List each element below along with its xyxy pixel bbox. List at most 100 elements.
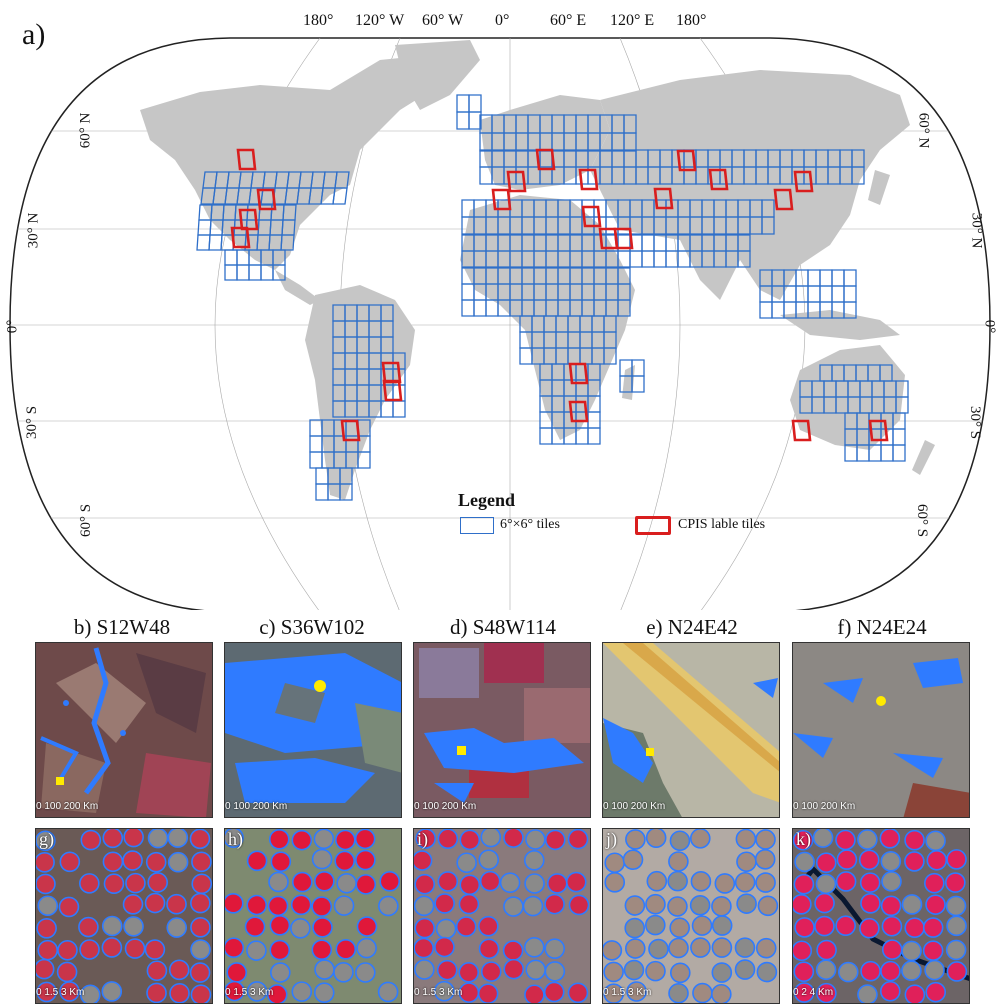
center-pivot-circle — [124, 938, 146, 959]
cpis-label-tile — [708, 168, 729, 191]
legend-blue-label: 6°×6° tiles — [500, 517, 560, 532]
center-pivot-circle — [645, 829, 667, 849]
cpis-label-tiles — [230, 148, 889, 442]
center-pivot-circle — [793, 940, 813, 962]
center-pivot-circle — [267, 895, 289, 917]
center-pivot-circle — [925, 981, 947, 1003]
cpis-label-tile — [236, 148, 257, 171]
cpis-label-tile — [676, 149, 697, 172]
grid-tile — [272, 264, 286, 281]
scale-bar-j: 0 1.5 3 Km — [603, 987, 652, 998]
center-pivot-circle — [568, 894, 590, 916]
center-pivot-circle — [544, 961, 566, 982]
center-pivot-circle — [904, 984, 926, 1003]
grid-tile — [617, 299, 631, 317]
grid-tile — [851, 166, 865, 185]
center-pivot-circle — [290, 894, 312, 916]
center-pivot-circle — [377, 981, 399, 1003]
center-pivot-circle — [269, 915, 291, 936]
scale-bar-c: 0 100 200 Km — [225, 801, 288, 812]
center-pivot-circle — [145, 851, 167, 873]
center-pivot-circle — [246, 894, 268, 916]
center-pivot-circle — [226, 962, 248, 983]
center-pivot-circle — [523, 850, 545, 871]
center-pivot-circle — [225, 893, 244, 914]
tile-image-d: 0 100 200 Km — [413, 642, 591, 818]
center-pivot-circle — [625, 829, 646, 850]
center-pivot-circle — [603, 940, 623, 961]
center-pivot-circle — [926, 849, 948, 871]
center-pivot-circle — [36, 852, 55, 873]
center-pivot-circle — [101, 915, 123, 937]
scale-bar-i: 0 1.5 3 Km — [414, 987, 463, 998]
center-pivot-circle — [755, 937, 777, 959]
lat-left-0: 0° — [4, 319, 21, 334]
lon-label-0: 0° — [495, 12, 510, 29]
lon-label-60w: 60° W — [422, 12, 464, 29]
center-pivot-circle — [837, 961, 859, 983]
center-pivot-circle — [859, 917, 880, 939]
tile-title-b: b) S12W48 — [73, 615, 171, 639]
center-pivot-circle — [502, 940, 524, 961]
center-pivot-circle — [567, 982, 589, 1003]
center-pivot-circle — [189, 829, 211, 850]
center-pivot-circle — [904, 851, 925, 872]
center-pivot-circle — [734, 871, 756, 893]
center-pivot-circle — [477, 983, 499, 1003]
center-pivot-circle — [757, 895, 779, 917]
center-pivot-circle — [414, 873, 436, 895]
cpis-label-tile — [868, 419, 889, 442]
center-pivot-circle — [793, 829, 814, 851]
center-pivot-circle — [147, 829, 169, 849]
grid-tile — [895, 396, 909, 414]
center-pivot-circle — [58, 896, 80, 918]
land-central-america — [275, 270, 320, 305]
tile-title-d: d) S48W114 — [450, 615, 556, 639]
center-pivot-circle — [924, 872, 945, 894]
land-north-america — [140, 55, 440, 270]
center-pivot-circle — [622, 849, 644, 870]
center-pivot-circle — [336, 872, 357, 894]
center-pivot-circle — [815, 873, 837, 895]
center-pivot-circle — [689, 894, 711, 916]
center-pivot-circle — [925, 830, 946, 852]
zoom-image-h: h) 0 1.5 3 Km — [224, 828, 402, 1004]
center-pivot-circle — [901, 960, 922, 982]
map-legend: Legend 6°×6° tiles CPIS lable tiles — [458, 490, 765, 550]
center-pivot-circle — [755, 872, 776, 893]
center-pivot-circle — [901, 894, 923, 915]
center-pivot-circle — [190, 892, 211, 914]
lat-left-60s: 60° S — [78, 503, 95, 538]
center-pivot-circle — [525, 959, 546, 981]
lat-left-30n: 30° N — [25, 212, 42, 249]
center-pivot-circle — [711, 937, 733, 958]
center-pivot-circle — [335, 939, 357, 960]
center-pivot-circle — [479, 870, 501, 892]
cpis-label-tile — [581, 205, 602, 228]
center-pivot-circle — [123, 829, 144, 848]
grid-tile — [280, 234, 295, 251]
center-pivot-circle — [102, 829, 124, 849]
center-pivot-circle — [334, 850, 356, 872]
center-pivot-circle — [268, 871, 289, 893]
center-pivot-circle — [356, 916, 378, 937]
center-pivot-circle — [793, 982, 815, 1003]
scale-bar-h: 0 1.5 3 Km — [225, 987, 274, 998]
center-pivot-circle — [945, 872, 966, 893]
zoom-image-g: g) 0 1.5 3 Km — [35, 828, 213, 1004]
center-pivot-circle — [754, 849, 776, 870]
tile-title-c: c) S36W102 — [259, 615, 365, 639]
lat-right-60n: 60° N — [915, 112, 932, 149]
center-pivot-circle — [836, 849, 858, 870]
center-pivot-circle — [434, 936, 455, 958]
cpis-label-tile — [340, 419, 361, 442]
center-pivot-circle — [648, 938, 669, 960]
lon-label-60e: 60° E — [550, 12, 587, 29]
zoom-letter-i: i) — [417, 829, 428, 849]
center-pivot-circle — [146, 982, 167, 1003]
center-pivot-circle — [544, 938, 566, 959]
center-pivot-circle — [311, 848, 333, 870]
legend-title: Legend — [458, 490, 516, 510]
center-pivot-circle — [668, 937, 689, 959]
center-pivot-circle — [79, 939, 100, 960]
